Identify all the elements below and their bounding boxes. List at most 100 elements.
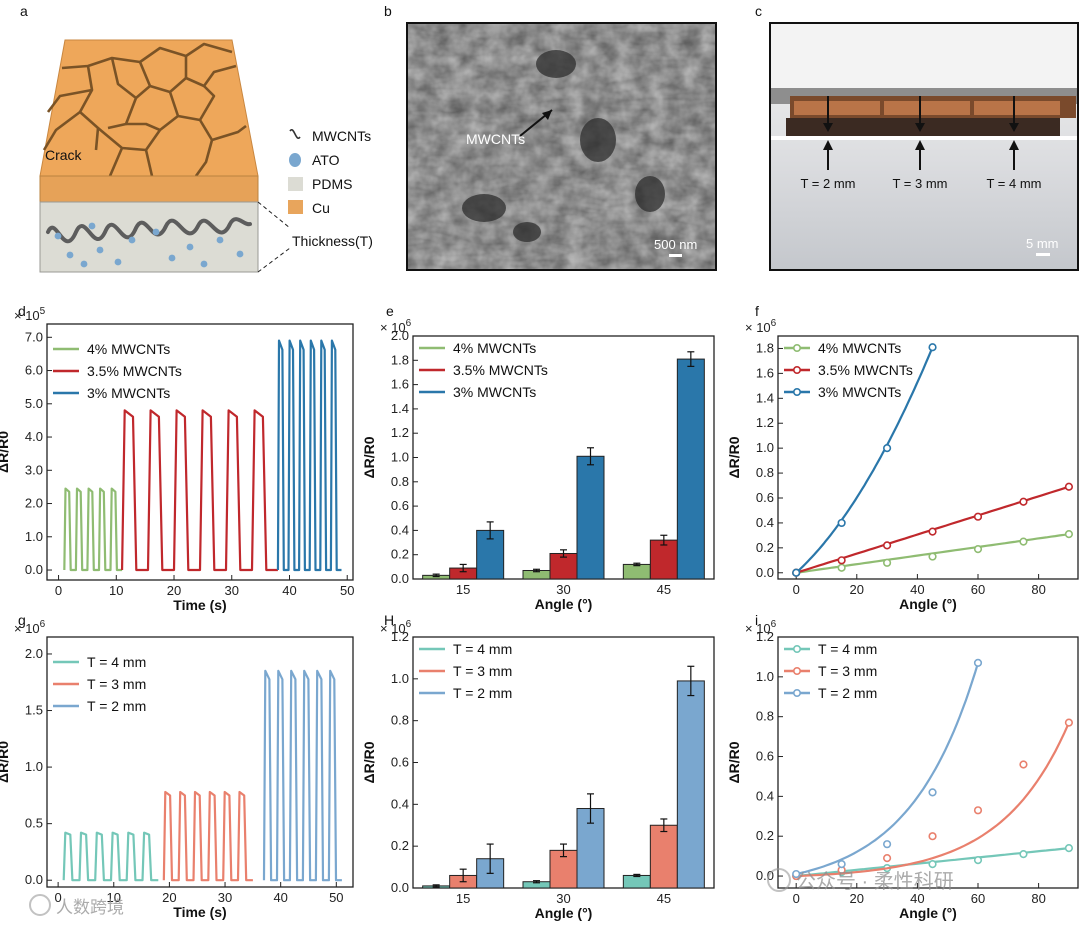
y-tick-label-d: 0.0 (25, 562, 43, 577)
data-point-f-1 (1019, 497, 1028, 506)
x-axis-label-i: Angle (°) (899, 905, 957, 921)
y-axis-label-g: ΔR/R0 (0, 741, 11, 783)
y-axis-label-i: ΔR/R0 (726, 741, 742, 783)
y-tick-label-H: 1.2 (391, 629, 409, 644)
data-point-f-1 (1064, 482, 1074, 491)
y-tick-label-e: 2.0 (391, 328, 409, 343)
legend-entry-g: T = 2 mm (87, 698, 146, 714)
data-point-f-2 (837, 518, 846, 528)
y-tick-label-f: 0.8 (756, 465, 774, 480)
y-tick-label-g: 0.0 (25, 872, 43, 887)
legend-entry-d: 4% MWCNTs (87, 341, 170, 357)
x-tick-label-e: 15 (456, 582, 470, 597)
x-tick-label-d: 20 (167, 583, 181, 598)
y-tick-label-e: 1.8 (391, 352, 409, 367)
panel-letter-f: f (755, 303, 759, 319)
y-tick-label-g: 2.0 (25, 646, 43, 661)
bar-e-0-2 (622, 563, 651, 580)
y-tick-label-d: 7.0 (25, 329, 43, 344)
y-tick-label-e: 0.6 (391, 498, 409, 513)
pdms-legend-icon (288, 177, 303, 191)
chart-g-time-response-thickness: × 106 Time (s) ΔR/R0 0.0 0.5 1.0 1.5 2.0 0 10 20 30… (0, 619, 354, 920)
data-point-f-1 (837, 556, 846, 565)
y-tick-label-i: 1.0 (756, 669, 774, 684)
y-tick-label-d: 6.0 (25, 363, 43, 378)
y-tick-label-d: 3.0 (25, 462, 43, 477)
y-tick-label-i: 0.8 (756, 709, 774, 724)
crack-network (42, 42, 247, 177)
data-point-i-2 (882, 840, 892, 849)
x-tick-label-i: 0 (793, 891, 800, 906)
x-axis-label-H: Angle (°) (535, 905, 593, 921)
panel-letter-i: i (755, 612, 758, 628)
x-tick-label-f: 20 (850, 582, 864, 597)
y-tick-label-e: 1.0 (391, 450, 409, 465)
watermark-site: 人数跨境 (56, 898, 124, 917)
x-tick-label-d: 50 (340, 583, 354, 598)
y-tick-label-H: 0.2 (391, 838, 409, 853)
sem-mwcnt-annotation: MWCNTs (466, 131, 525, 147)
legend-marker-i (792, 666, 801, 675)
photo-panel: T = 2 mm T = 3 mm T = 4 mm 5 mm (769, 22, 1079, 271)
y-tick-label-i: 0.2 (756, 828, 774, 843)
legend-marker-f (792, 365, 801, 374)
legend-cu: Cu (312, 200, 330, 216)
ato-legend-icon (289, 153, 301, 167)
y-tick-label-g: 0.5 (25, 816, 43, 831)
y-tick-label-f: 0.2 (756, 540, 774, 555)
wechat-icon (767, 868, 791, 892)
series-line-g-0 (62, 831, 159, 882)
data-point-f-1 (928, 527, 937, 536)
chart-H-bar-thickness: × 106 Angle (°) ΔR/R0 0.0 0.2 0.4 0.6 0.8 1.0 1.2… (361, 619, 715, 921)
sem-image-panel: MWCNTs 500 nm (406, 22, 717, 271)
panel-letter-c: c (755, 3, 762, 19)
y-tick-label-H: 0.0 (391, 880, 409, 895)
y-tick-label-i: 1.2 (756, 629, 774, 644)
legend-entry-i: T = 2 mm (818, 685, 877, 701)
y-tick-label-f: 0.4 (756, 515, 774, 530)
y-tick-label-i: 0.0 (756, 868, 774, 883)
y-tick-label-i: 0.4 (756, 788, 774, 803)
legend-entry-g: T = 4 mm (87, 654, 146, 670)
legend-marker-i (792, 644, 801, 653)
data-point-i-0 (1064, 844, 1074, 853)
y-tick-label-f: 0.6 (756, 490, 774, 505)
multiplier-e: × 106 (380, 318, 412, 335)
x-tick-label-H: 15 (456, 891, 470, 906)
bar-e-1-2 (649, 539, 678, 580)
x-tick-label-f: 80 (1031, 582, 1045, 597)
data-point-f-0 (882, 558, 892, 567)
data-point-f-2 (792, 568, 801, 577)
data-point-f-0 (1064, 530, 1074, 539)
legend-entry-f: 3.5% MWCNTs (818, 362, 913, 378)
panel-letter-a: a (20, 3, 28, 19)
plot-frame-d (46, 323, 354, 581)
plot-frame-i (777, 636, 1079, 889)
fit-curve-f-2 (795, 346, 934, 574)
x-tick-label-g: 40 (273, 890, 287, 905)
y-tick-label-e: 1.2 (391, 425, 409, 440)
watermark-wechat: 公众号 · 柔性科研 (796, 870, 954, 893)
y-tick-label-e: 1.6 (391, 377, 409, 392)
photo-label-4mm: T = 4 mm (986, 176, 1041, 191)
data-point-f-0 (973, 544, 983, 554)
photo-label-2mm: T = 2 mm (800, 176, 855, 191)
y-tick-label-H: 0.4 (391, 796, 409, 811)
x-tick-label-i: 60 (971, 891, 985, 906)
y-tick-label-e: 0.0 (391, 571, 409, 586)
sem-scale-bar (669, 254, 682, 257)
x-tick-label-f: 60 (971, 582, 985, 597)
data-point-i-0 (1019, 850, 1028, 859)
cu-legend-icon (288, 200, 303, 214)
legend-marker-f (792, 387, 801, 396)
y-tick-label-f: 1.4 (756, 390, 774, 405)
series-line-g-2 (262, 669, 342, 882)
series-line-d-2 (276, 339, 342, 572)
x-tick-label-e: 30 (556, 582, 570, 597)
legend-entry-f: 4% MWCNTs (818, 340, 901, 356)
y-tick-label-H: 0.8 (391, 713, 409, 728)
x-tick-label-g: 30 (218, 890, 232, 905)
x-tick-label-i: 40 (910, 891, 924, 906)
data-point-i-2 (928, 788, 937, 797)
